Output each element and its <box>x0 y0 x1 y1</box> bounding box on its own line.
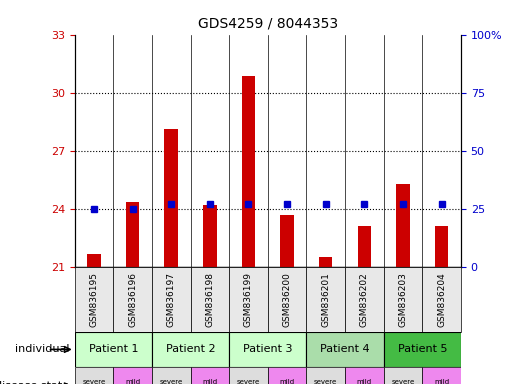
Bar <box>75 367 113 384</box>
Text: mild
malaria: mild malaria <box>428 379 455 384</box>
Bar <box>203 205 217 267</box>
Bar <box>113 267 152 332</box>
Bar <box>75 267 113 332</box>
Bar <box>152 332 229 367</box>
Bar <box>229 332 306 367</box>
Bar <box>191 367 229 384</box>
Bar <box>164 129 178 267</box>
Text: GSM836204: GSM836204 <box>437 272 446 327</box>
Text: disease state: disease state <box>0 381 70 384</box>
Bar <box>306 267 345 332</box>
Bar <box>357 226 371 267</box>
Bar <box>152 267 191 332</box>
Text: GSM836195: GSM836195 <box>90 272 98 327</box>
Text: individual: individual <box>15 344 70 354</box>
Text: severe
malaria: severe malaria <box>313 379 339 384</box>
Text: mild
malaria: mild malaria <box>119 379 146 384</box>
Text: GSM836201: GSM836201 <box>321 272 330 327</box>
Bar <box>242 76 255 267</box>
Text: severe
malaria: severe malaria <box>81 379 107 384</box>
Bar <box>422 267 461 332</box>
Bar <box>435 226 449 267</box>
Bar <box>345 267 384 332</box>
Text: mild
malaria: mild malaria <box>197 379 223 384</box>
Bar <box>384 332 461 367</box>
Text: mild
malaria: mild malaria <box>274 379 300 384</box>
Bar <box>152 367 191 384</box>
Bar <box>345 367 384 384</box>
Text: Patient 4: Patient 4 <box>320 344 370 354</box>
Bar <box>113 367 152 384</box>
Text: GSM836203: GSM836203 <box>399 272 407 327</box>
Text: severe
malaria: severe malaria <box>235 379 262 384</box>
Bar <box>75 332 152 367</box>
Text: Patient 5: Patient 5 <box>398 344 447 354</box>
Text: severe
malaria: severe malaria <box>158 379 184 384</box>
Bar <box>384 267 422 332</box>
Bar <box>306 367 345 384</box>
Text: severe
malaria: severe malaria <box>390 379 416 384</box>
Bar <box>229 267 268 332</box>
Bar <box>280 215 294 267</box>
Text: Patient 1: Patient 1 <box>89 344 138 354</box>
Text: GSM836202: GSM836202 <box>360 272 369 327</box>
Text: Patient 3: Patient 3 <box>243 344 293 354</box>
Bar <box>384 367 422 384</box>
Bar <box>191 267 229 332</box>
Text: GSM836200: GSM836200 <box>283 272 291 327</box>
Bar <box>268 267 306 332</box>
Text: GSM836196: GSM836196 <box>128 272 137 327</box>
Bar <box>268 367 306 384</box>
Text: GSM836198: GSM836198 <box>205 272 214 327</box>
Title: GDS4259 / 8044353: GDS4259 / 8044353 <box>198 17 338 31</box>
Bar <box>126 202 140 267</box>
Text: GSM836199: GSM836199 <box>244 272 253 327</box>
Text: GSM836197: GSM836197 <box>167 272 176 327</box>
Bar <box>422 367 461 384</box>
Bar <box>229 367 268 384</box>
Text: mild
malaria: mild malaria <box>351 379 377 384</box>
Bar <box>319 257 333 267</box>
Bar <box>306 332 384 367</box>
Bar <box>87 254 101 267</box>
Bar <box>396 184 410 267</box>
Text: Patient 2: Patient 2 <box>166 344 215 354</box>
